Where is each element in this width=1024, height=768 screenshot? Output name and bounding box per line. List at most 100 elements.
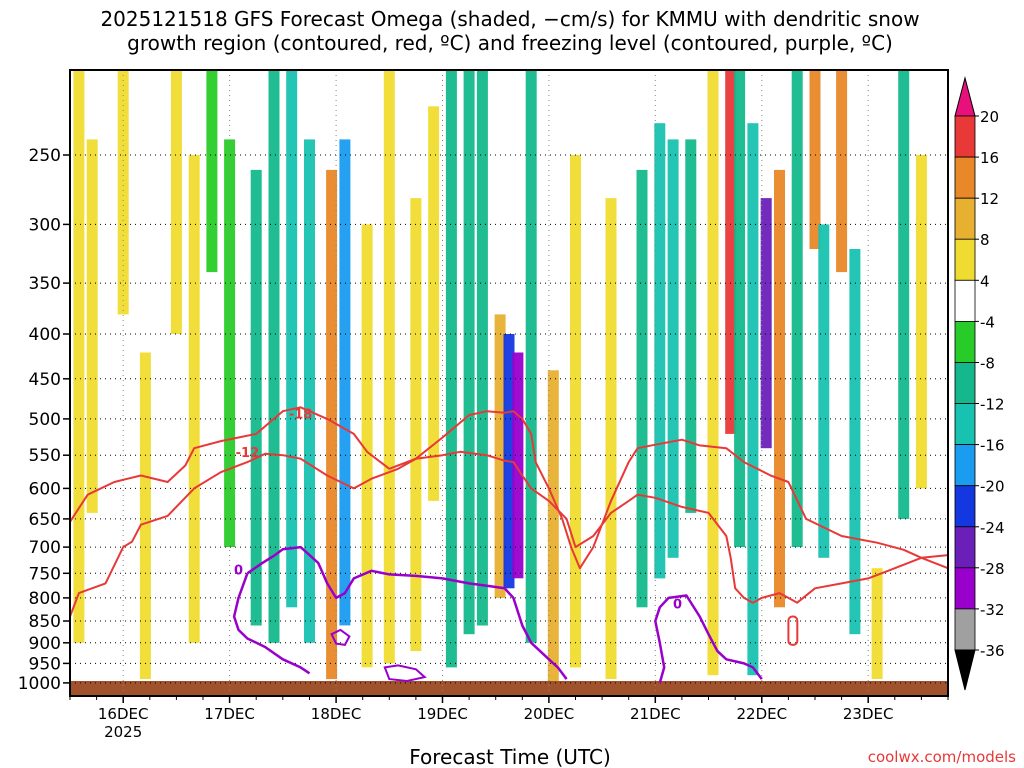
omega-band <box>361 224 373 668</box>
omega-band <box>760 198 772 449</box>
omega-band <box>818 224 830 558</box>
credit-text: coolwx.com/models <box>868 748 1016 766</box>
omega-band <box>428 106 440 501</box>
colorbar-swatch <box>954 526 976 569</box>
colorbar-label: 16 <box>980 149 999 167</box>
omega-band <box>605 198 617 679</box>
omega-band <box>849 249 861 635</box>
y-tick-label: 1000 <box>18 674 61 694</box>
omega-band <box>494 314 506 598</box>
x-axis-title: Forecast Time (UTC) <box>409 745 611 768</box>
y-tick-label: 750 <box>29 564 61 584</box>
y-tick-label: 950 <box>29 654 61 674</box>
colorbar-swatch <box>954 608 976 651</box>
omega-band <box>250 169 262 626</box>
omega-band <box>734 70 746 548</box>
y-tick-label: 550 <box>29 446 61 466</box>
y-tick-label: 600 <box>29 479 61 499</box>
dgz-contour-line <box>70 450 948 617</box>
colorbar-swatch <box>954 115 976 158</box>
x-tick-label: 21DEC <box>630 705 681 723</box>
y-tick-label: 400 <box>29 325 61 345</box>
colorbar-swatch <box>954 403 976 445</box>
omega-band <box>570 155 581 668</box>
dgz-contour-label: -18 <box>289 408 313 423</box>
omega-band <box>304 139 315 643</box>
y-tick-label: 350 <box>29 274 61 294</box>
plot-frame <box>69 69 949 697</box>
y-tick-label: 700 <box>29 538 61 558</box>
freezing-small-loop <box>330 628 351 646</box>
colorbar-top-arrow <box>954 76 976 117</box>
omega-band <box>139 352 151 679</box>
x-tick-label: 17DEC <box>204 705 255 723</box>
x-tick-label: 19DEC <box>417 705 468 723</box>
omega-band <box>525 70 537 643</box>
colorbar-swatch <box>954 279 976 322</box>
y-tick-label: 300 <box>29 215 61 235</box>
colorbar-label: -32 <box>980 601 1005 619</box>
colorbar-swatch <box>954 320 976 363</box>
omega-band <box>707 70 719 676</box>
terrain-surface <box>70 681 948 696</box>
x-tick-label: 20DEC <box>524 705 575 723</box>
chart-title-line-1: 2025121518 GFS Forecast Omega (shaded, −… <box>100 7 919 31</box>
terrain-fill <box>70 681 948 696</box>
dendritic-growth-contours: -18 -12 <box>70 406 948 646</box>
y-tick-label: 650 <box>29 510 61 530</box>
colorbar-swatch <box>954 567 976 610</box>
colorbar: 20 16 12 8 4 -4 -8 -12 -16 -20 -24 -28 -32 -36 <box>954 76 1005 691</box>
colorbar-label: 4 <box>980 272 990 290</box>
colorbar-label: -24 <box>980 519 1005 537</box>
x-tick-label: 23DEC <box>843 705 894 723</box>
omega-shading <box>73 70 927 683</box>
y-tick-label: 850 <box>29 612 61 632</box>
omega-band <box>188 155 200 643</box>
omega-band <box>86 139 98 513</box>
colorbar-label: -4 <box>980 313 995 331</box>
chart-title-line-2: growth region (contoured, red, ºC) and f… <box>127 31 893 55</box>
freezing-level-contours: 00 <box>232 545 763 684</box>
omega-band <box>836 70 848 273</box>
colorbar-swatch <box>954 238 976 281</box>
omega-band <box>326 169 338 680</box>
colorbar-label: -28 <box>980 560 1005 578</box>
omega-band <box>667 139 679 558</box>
x-year-label: 2025 <box>104 723 142 741</box>
omega-band <box>73 70 85 643</box>
omega-band <box>685 139 697 513</box>
freezing-small-loop <box>383 664 427 683</box>
freezing-contour-line <box>654 594 763 684</box>
omega-band <box>224 139 236 547</box>
y-tick-label: 250 <box>29 146 61 166</box>
y-tick-label: 900 <box>29 634 61 654</box>
omega-band <box>512 352 524 579</box>
colorbar-label: 8 <box>980 231 990 249</box>
omega-band <box>809 70 821 249</box>
x-tick-label: 22DEC <box>737 705 788 723</box>
colorbar-label: -12 <box>980 396 1005 414</box>
omega-band <box>286 70 298 608</box>
omega-band <box>170 70 182 334</box>
omega-band <box>774 169 785 608</box>
omega-band <box>915 155 927 489</box>
y-tick-label: 800 <box>29 589 61 609</box>
omega-band <box>725 70 737 434</box>
omega-band <box>547 370 559 683</box>
dgz-contour-line <box>70 406 948 570</box>
freezing-contour-line <box>232 572 311 675</box>
omega-band <box>636 169 648 608</box>
omega-band <box>410 198 422 652</box>
colorbar-label: 20 <box>980 108 999 126</box>
omega-band <box>747 123 759 676</box>
omega-band <box>463 70 475 635</box>
omega-band <box>206 70 218 273</box>
freezing-contour-label: 0 <box>673 598 682 613</box>
colorbar-swatch <box>954 485 976 528</box>
colorbar-label: -16 <box>980 437 1005 455</box>
colorbar-swatch <box>954 444 976 487</box>
colorbar-label: -36 <box>980 642 1005 660</box>
omega-band <box>117 70 129 315</box>
omega-band <box>871 568 883 679</box>
omega-band <box>654 123 666 579</box>
